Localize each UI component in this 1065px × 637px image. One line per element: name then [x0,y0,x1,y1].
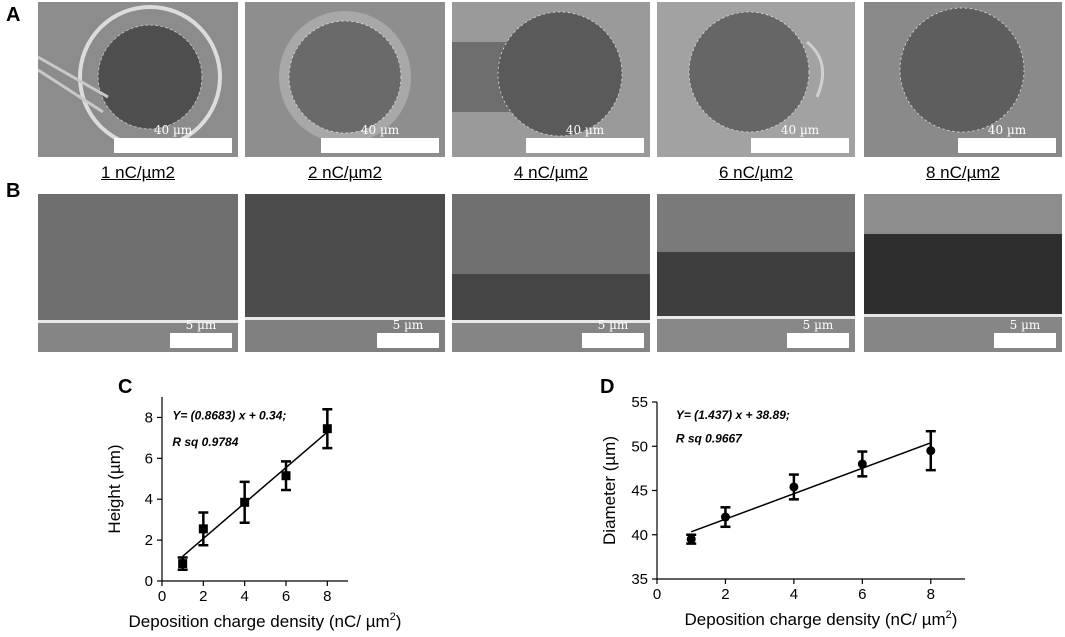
x-tick-label: 2 [721,586,729,603]
panel-label-c: C [118,376,133,398]
x-tick-label: 2 [199,588,207,605]
data-point [926,446,936,456]
panel-label-b: B [6,180,21,202]
cross-section-image [657,194,855,352]
sem-image-a2: 40 µm [245,2,445,157]
diameter-chart: 0 2 4 6 8 35 40 45 50 55 Deposition charge density… [600,394,965,629]
y-axis-label: Height (µm) [105,444,124,533]
scale-label: 40 µm [565,123,605,137]
x-axis-label: Deposition charge density (nC/ µm2) [129,611,402,631]
y-tick-label: 2 [145,532,153,549]
scale-bar [526,138,644,153]
sem-image-a4: 40 µm [657,2,855,157]
scale-label: 40 µm [987,123,1027,137]
caption-8nc: 8 nC/µm2 [925,163,1001,182]
panel-label-a: A [6,4,21,26]
caption-6nc: 6 nC/µm2 [718,163,794,182]
data-point [240,497,250,507]
x-tick-label: 6 [282,588,290,605]
y-tick-label: 55 [631,394,648,411]
fiber-mat-image [452,2,650,157]
scale-bar [582,333,644,348]
y-tick-label: 0 [145,573,153,590]
data-point [322,424,332,434]
scale-bar [321,138,439,153]
fiber-mat-image [657,2,855,157]
scale-bar [114,138,232,153]
y-tick-label: 4 [145,491,153,508]
x-axis-label: Deposition charge density (nC/ µm2) [685,609,958,629]
scale-bar [787,333,849,348]
fit-equation: Y= (0.8683) x + 0.34; [172,408,286,422]
fiber-mat-image [38,2,238,157]
y-tick-label: 45 [631,483,648,500]
fiber-mat-image [245,2,445,157]
fit-line [182,431,328,557]
y-tick-label: 6 [145,450,153,467]
scale-bar [751,138,849,153]
caption-2nc: 2 nC/µm2 [307,163,383,182]
scale-bar [170,333,232,348]
y-tick-label: 50 [631,438,648,455]
x-tick-label: 6 [858,586,866,603]
caption-4nc: 4 nC/µm2 [513,163,589,182]
fiber-mat-image [864,2,1062,157]
panel-label-d: D [600,376,615,398]
scale-bar [994,333,1056,348]
y-tick-label: 35 [631,571,648,588]
sem-image-a5: 40 µm [864,2,1062,157]
scale-label: 5 µm [802,318,834,332]
data-point [857,459,867,469]
scale-label: 40 µm [780,123,820,137]
sem-image-b5: 5 µm [864,194,1062,352]
y-axis-label: Diameter (µm) [600,436,619,545]
data-point [198,524,208,534]
x-tick-label: 8 [323,588,331,605]
x-tick-label: 0 [653,586,661,603]
x-tick-label: 4 [240,588,248,605]
height-chart: 0 2 4 6 8 0 2 4 6 8 Deposition charge density (nC/… [105,397,402,631]
y-tick-label: 40 [631,527,648,544]
data-point [789,482,799,492]
scale-bar [377,333,439,348]
y-tick-label: 8 [145,409,153,426]
x-tick-label: 8 [927,586,935,603]
fit-equation: Y= (1.437) x + 38.89; [676,408,790,422]
data-point [686,534,696,544]
sem-image-b3: 5 µm [452,194,650,352]
scale-label: 5 µm [1009,318,1041,332]
scale-label: 40 µm [360,123,400,137]
r-squared: R sq 0.9784 [172,435,238,449]
sem-image-a1: 40 µm [38,2,238,157]
x-tick-label: 0 [158,588,166,605]
scale-label: 5 µm [392,318,424,332]
data-point [720,512,730,522]
fit-line [690,442,932,533]
data-point [178,559,188,569]
sem-image-b4: 5 µm [657,194,855,352]
scale-label: 5 µm [185,318,217,332]
caption-1nc: 1 nC/µm2 [100,163,176,182]
x-tick-label: 4 [790,586,798,603]
scale-label: 5 µm [597,318,629,332]
sem-image-a3: 40 µm [452,2,650,157]
scale-bar [958,138,1056,153]
r-squared: R sq 0.9667 [676,432,743,446]
data-point [281,471,291,481]
scale-label: 40 µm [153,123,193,137]
cross-section-image [864,194,1062,352]
sem-image-b2: 5 µm [245,194,445,352]
sem-image-b1: 5 µm [38,194,238,352]
